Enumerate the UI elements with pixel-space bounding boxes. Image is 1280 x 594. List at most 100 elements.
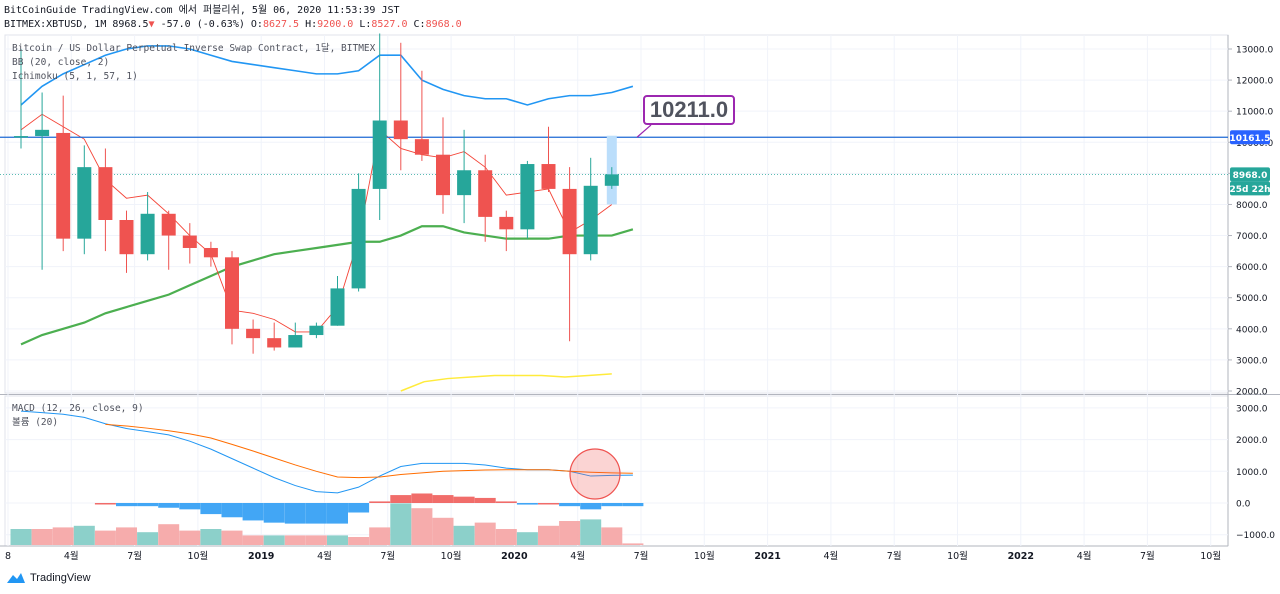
volume-bar (601, 527, 623, 545)
candle (140, 192, 155, 261)
volume-bar (369, 527, 391, 545)
candle (351, 173, 366, 292)
candle-body (35, 129, 50, 137)
macd-y-tick-label: 3000.0 (1236, 404, 1268, 414)
x-tick-label: 2020 (501, 551, 528, 562)
candle (562, 167, 577, 342)
x-tick-label: 10월 (1200, 550, 1221, 562)
macd-histogram-bar (516, 503, 538, 505)
current-price-label: 8968.0 (1233, 171, 1268, 181)
bb-lower-line (20, 225, 634, 346)
macd-legend: MACD (12, 26, close, 9) 볼륨 (20) (12, 402, 144, 430)
volume-bar (432, 517, 454, 545)
volume-bar (31, 529, 53, 545)
macd-y-tick-label: −1000.0 (1236, 531, 1275, 541)
candle (583, 157, 598, 261)
down-arrow-icon: ▼ (148, 19, 155, 30)
ichimoku-legend[interactable]: Ichimoku (5, 1, 57, 1) (12, 71, 138, 82)
x-tick-label: 4월 (570, 550, 585, 562)
candle-body (161, 213, 176, 236)
macd-histogram-bar (369, 501, 391, 503)
macd-histogram-bar (284, 503, 306, 524)
macd-histogram-bar (179, 503, 201, 510)
volume-bar (137, 532, 159, 545)
current-price-label-bg (1230, 167, 1270, 182)
line-price-label: 10161.5 (1230, 134, 1271, 144)
candle-body (393, 120, 408, 140)
macd-histogram-bar (137, 503, 159, 507)
macd-y-tick-label: 1000.0 (1236, 468, 1268, 478)
macd-histogram-bar (559, 503, 581, 507)
candle-body (182, 235, 197, 248)
macd-histogram-bar (601, 503, 623, 507)
candle (414, 70, 429, 161)
macd-legend-label[interactable]: MACD (12, 26, close, 9) (12, 403, 144, 414)
candle-body (98, 167, 113, 220)
y-tick-label: 7000.0 (1236, 232, 1268, 242)
volume-bar (179, 530, 201, 545)
macd-histogram-bar (432, 495, 454, 503)
x-tick-label: 2019 (248, 551, 274, 562)
bb-upper-line (20, 45, 634, 106)
y-tick-label: 11000.0 (1236, 108, 1273, 118)
x-tick-label: 2022 (1008, 551, 1034, 562)
volume-bar (580, 519, 602, 545)
volume-bar (411, 508, 433, 545)
x-tick-label: 7월 (380, 550, 395, 562)
low-value: 8527.0 (371, 19, 408, 30)
macd-histogram-bar (474, 497, 496, 503)
candle-body (225, 257, 239, 329)
x-tick-label: 10월 (694, 550, 715, 562)
macd-histogram-bar (116, 503, 137, 507)
candle (309, 322, 324, 339)
candle (372, 33, 387, 220)
candle-body (351, 188, 366, 289)
symbol-label[interactable]: BITMEX:XBTUSD, 1M (4, 19, 107, 30)
candle-body (56, 132, 71, 239)
candle (246, 319, 261, 354)
volume-bar (158, 524, 180, 545)
candle (520, 160, 535, 239)
volume-bar (327, 535, 348, 545)
tradingview-brand[interactable]: TradingView (6, 572, 91, 584)
candle (436, 117, 450, 214)
candle-body (372, 120, 387, 189)
candle (119, 210, 134, 273)
candle-body (309, 325, 324, 336)
volume-bar (263, 535, 285, 545)
price-callout[interactable]: 10211.0 (643, 95, 735, 125)
countdown-label-bg (1230, 181, 1270, 196)
candle-body (246, 328, 261, 339)
tradingview-logo-icon (7, 573, 25, 583)
candle-body (457, 170, 472, 196)
candle (541, 126, 556, 193)
candle (288, 322, 303, 348)
candle (393, 42, 408, 171)
candle-body (541, 164, 556, 189)
y-tick-label: 13000.0 (1236, 46, 1273, 56)
volume-bar (348, 537, 370, 545)
open-value: 8627.5 (262, 19, 300, 30)
volume-bar (200, 529, 222, 545)
candle-body (520, 164, 535, 230)
volume-bar (94, 530, 116, 545)
bb-legend[interactable]: BB (20, close, 2) (12, 57, 110, 68)
volume-bar (52, 527, 74, 545)
macd-histogram-bar (221, 503, 243, 518)
macd-histogram-bar (200, 503, 222, 515)
candle (457, 129, 472, 224)
candle-body (583, 185, 598, 255)
y-tick-label: 3000.0 (1236, 356, 1268, 366)
volume-legend-label[interactable]: 볼륨 (20) (12, 417, 59, 428)
candle-body (436, 154, 450, 196)
candle (182, 223, 197, 264)
low-label: L: (359, 19, 372, 30)
open-label: O: (250, 19, 263, 30)
candle (330, 275, 345, 326)
volume-bar (559, 521, 581, 545)
macd-histogram-bar (158, 503, 180, 508)
volume-bar (538, 525, 559, 545)
x-tick-label: 8 (5, 551, 11, 562)
series-title[interactable]: Bitcoin / US Dollar Perpetual Inverse Sw… (12, 43, 376, 54)
